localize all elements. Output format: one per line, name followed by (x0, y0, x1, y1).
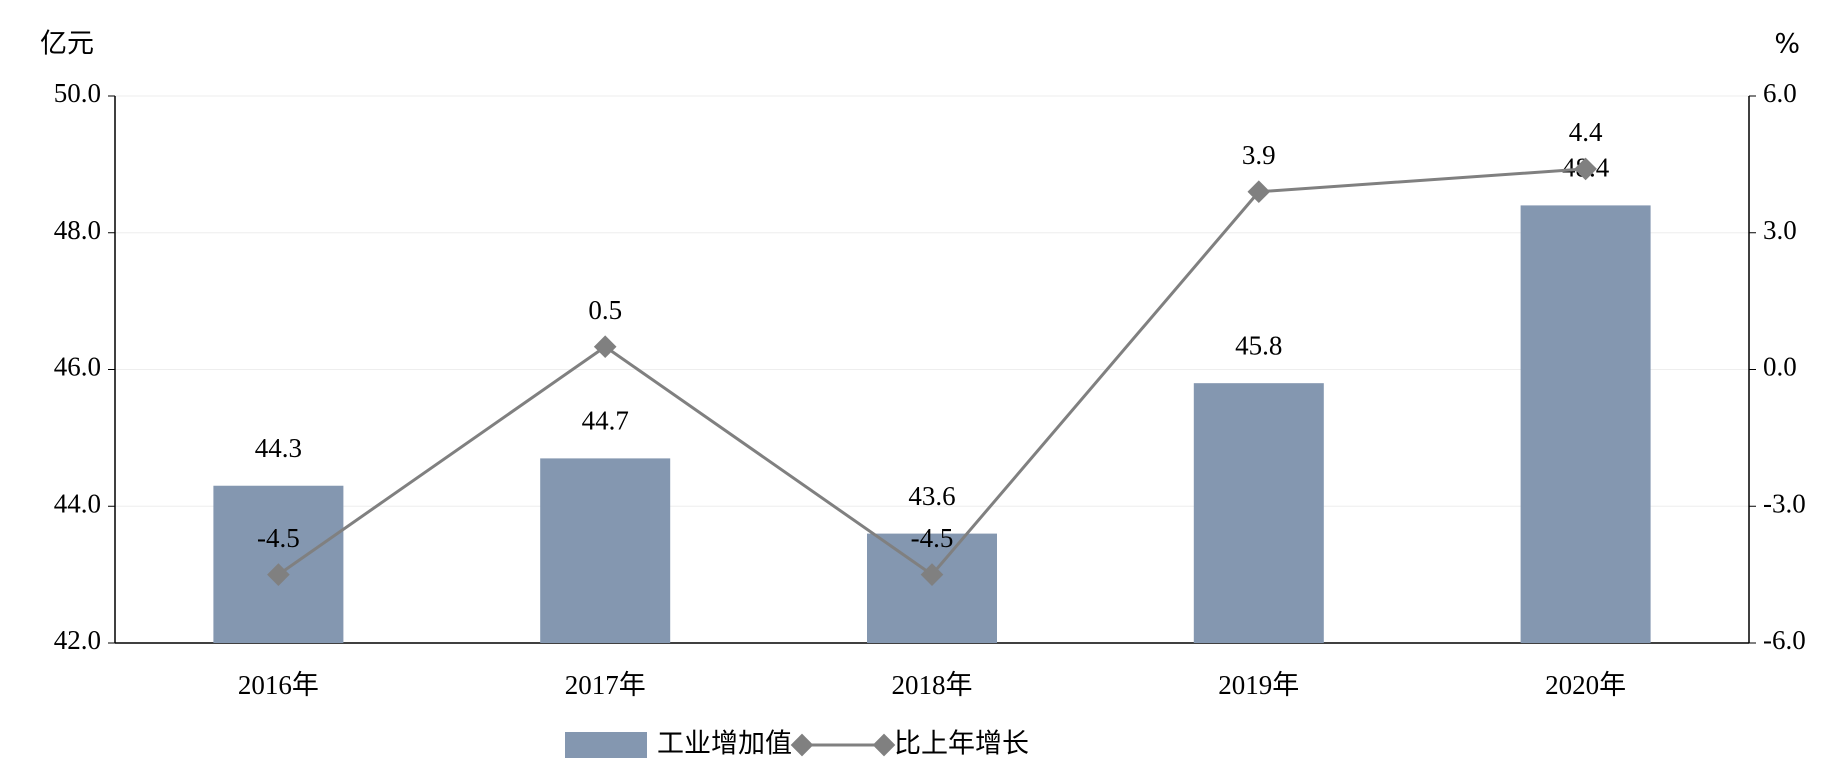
line-marker (593, 335, 617, 359)
x-tick-label: 2020年 (1545, 670, 1626, 700)
line-marker (267, 563, 290, 586)
x-tick-label: 2018年 (892, 670, 973, 700)
y-tick-label: 42.0 (54, 625, 101, 655)
x-tick-label: 2016年 (238, 670, 319, 700)
line-value-label: -4.5 (257, 523, 300, 553)
line-value-label: 4.4 (1569, 117, 1603, 147)
line-marker (920, 563, 944, 586)
legend-swatch (565, 732, 647, 758)
y2-tick-label: -6.0 (1763, 625, 1806, 655)
y2-axis-title: % (1774, 29, 1800, 60)
line-value-label: 0.5 (588, 295, 622, 325)
bar (1520, 205, 1651, 643)
bar-value-label: 45.8 (1235, 330, 1282, 360)
x-tick-label: 2019年 (1218, 670, 1299, 700)
y2-tick-label: 0.0 (1763, 352, 1797, 382)
y-tick-label: 44.0 (54, 488, 101, 518)
y-tick-label: 46.0 (54, 352, 101, 382)
bar (540, 458, 671, 643)
y-tick-label: 50.0 (54, 78, 101, 108)
line-value-label: -4.5 (911, 523, 954, 553)
legend-label: 工业增加值 (657, 729, 792, 760)
bar (867, 533, 997, 643)
line (277, 167, 1586, 577)
y2-tick-label: 6.0 (1763, 78, 1797, 108)
legend-label: 比上年增长 (894, 729, 1029, 760)
bar-value-label: 43.6 (908, 481, 955, 511)
y2-tick-label: -3.0 (1763, 488, 1806, 518)
legend-marker (790, 733, 814, 757)
y-tick-label: 48.0 (54, 215, 101, 245)
line-value-label: 3.9 (1242, 140, 1276, 170)
bar (1193, 383, 1324, 643)
x-tick-label: 2017年 (565, 670, 646, 700)
y-axis-title: 亿元 (40, 29, 94, 60)
legend-marker (872, 733, 896, 757)
bar-value-label: 44.7 (582, 406, 629, 436)
y2-tick-label: 3.0 (1763, 215, 1797, 245)
bar-value-label: 44.3 (255, 433, 302, 463)
